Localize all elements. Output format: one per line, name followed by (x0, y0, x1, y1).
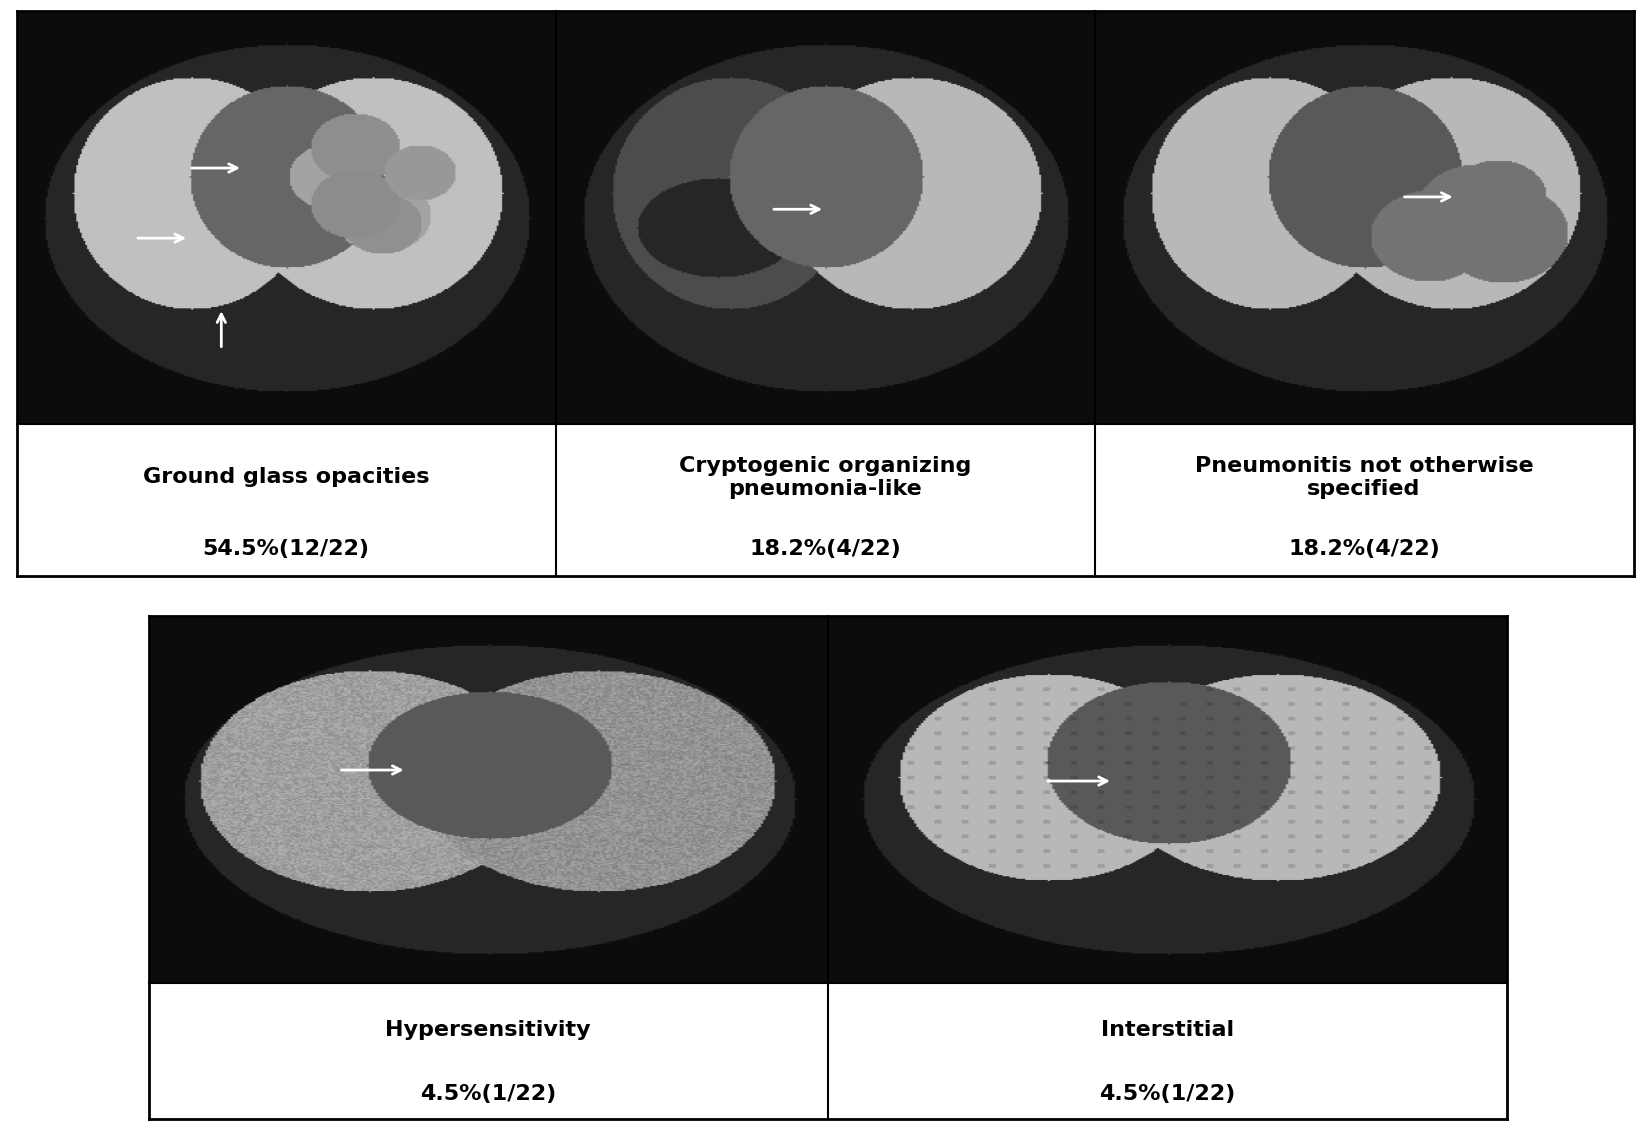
Text: Ground glass opacities: Ground glass opacities (144, 467, 429, 487)
Text: Interstitial: Interstitial (1101, 1020, 1234, 1041)
Text: Cryptogenic organizing
pneumonia-like: Cryptogenic organizing pneumonia-like (678, 455, 972, 498)
Text: 18.2%(4/22): 18.2%(4/22) (1289, 539, 1440, 559)
Text: 4.5%(1/22): 4.5%(1/22) (421, 1085, 556, 1104)
Text: Hypersensitivity: Hypersensitivity (384, 1020, 591, 1041)
Text: 54.5%(12/22): 54.5%(12/22) (203, 539, 370, 559)
Text: 18.2%(4/22): 18.2%(4/22) (749, 539, 901, 559)
Text: Pneumonitis not otherwise
specified: Pneumonitis not otherwise specified (1195, 455, 1533, 498)
Text: 4.5%(1/22): 4.5%(1/22) (1099, 1085, 1236, 1104)
